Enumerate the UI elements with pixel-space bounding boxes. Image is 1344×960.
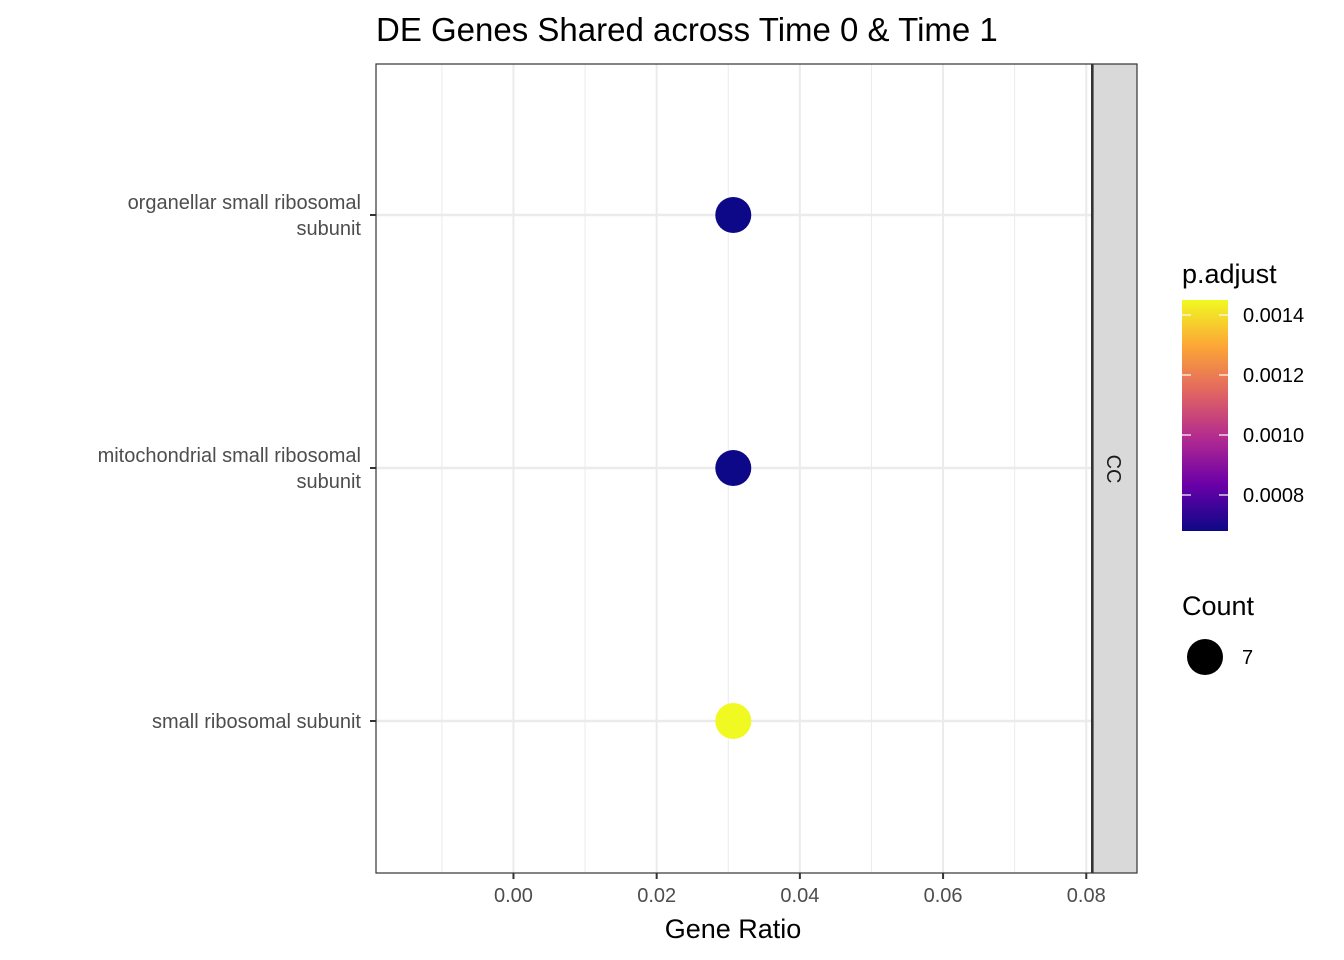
- legend-size-title: Count: [1182, 591, 1255, 621]
- y-tick-label: mitochondrial small ribosomal: [98, 445, 361, 467]
- x-axis: 0.00 0.02 0.04 0.06 0.08: [494, 873, 1106, 907]
- x-axis-title: Gene Ratio: [665, 914, 802, 944]
- chart-title: DE Genes Shared across Time 0 & Time 1: [376, 11, 998, 48]
- colorbar-tick-label: 0.0014: [1243, 305, 1304, 327]
- facet-strip: [1092, 63, 1138, 874]
- x-tick-label: 0.02: [637, 885, 676, 907]
- colorbar-tick-label: 0.0010: [1243, 425, 1304, 447]
- legend-size-label: 7: [1242, 647, 1253, 669]
- data-points: [715, 197, 752, 739]
- legend-size-key: [1187, 639, 1223, 675]
- legend-color-title: p.adjust: [1182, 259, 1277, 289]
- legend-colorbar: [1182, 300, 1228, 531]
- colorbar-tick-label: 0.0012: [1243, 365, 1304, 387]
- y-tick-label: subunit: [297, 218, 362, 240]
- x-tick-label: 0.04: [780, 885, 819, 907]
- x-tick-label: 0.08: [1067, 885, 1106, 907]
- y-tick-label: small ribosomal subunit: [152, 711, 361, 733]
- facet-label: CC: [1102, 455, 1124, 484]
- x-tick-label: 0.00: [494, 885, 533, 907]
- colorbar-tick-label: 0.0008: [1243, 485, 1304, 507]
- y-tick-label: subunit: [297, 471, 362, 493]
- data-point: [715, 703, 752, 739]
- y-axis: organellar small ribosomal subunit mitocho…: [98, 192, 376, 733]
- x-tick-label: 0.06: [924, 885, 963, 907]
- data-point: [715, 450, 752, 486]
- data-point: [715, 197, 752, 233]
- legend-colorbar-ticks: 0.0008 0.0010 0.0012 0.0014: [1182, 305, 1304, 507]
- y-tick-label: organellar small ribosomal: [128, 192, 361, 214]
